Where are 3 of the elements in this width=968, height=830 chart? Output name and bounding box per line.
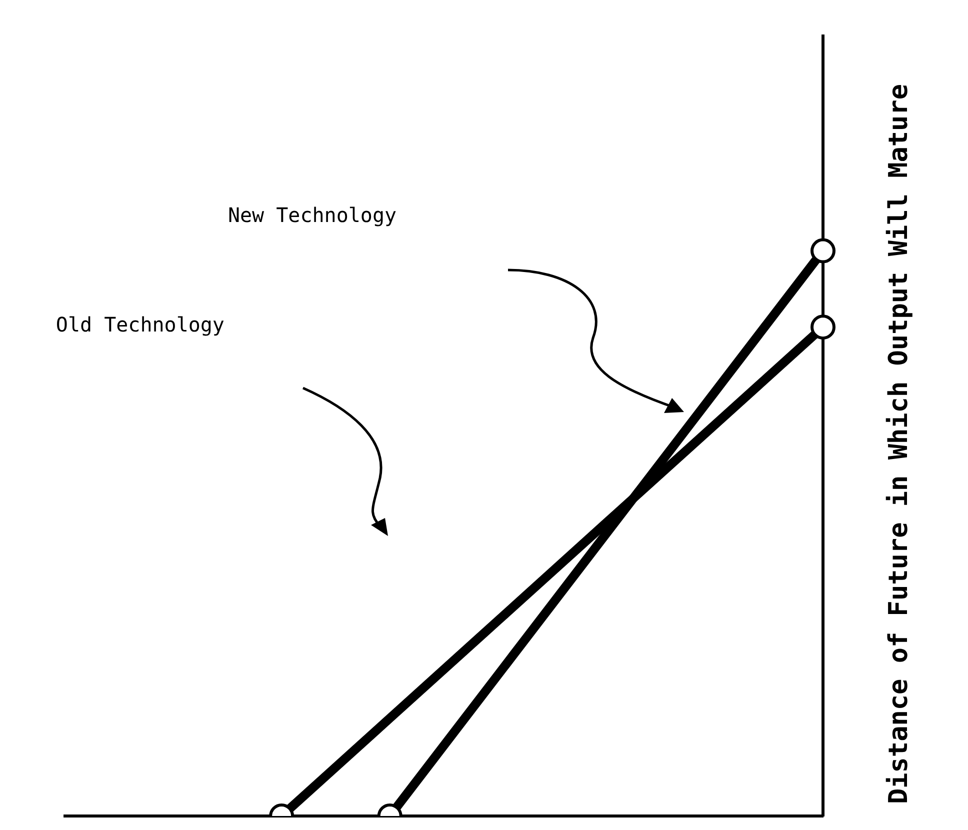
text: New Technology — [228, 203, 397, 228]
y-axis-title: Distance of Future in Which Output Will Mature — [884, 84, 914, 804]
annotation: Old Technology — [56, 312, 224, 336]
